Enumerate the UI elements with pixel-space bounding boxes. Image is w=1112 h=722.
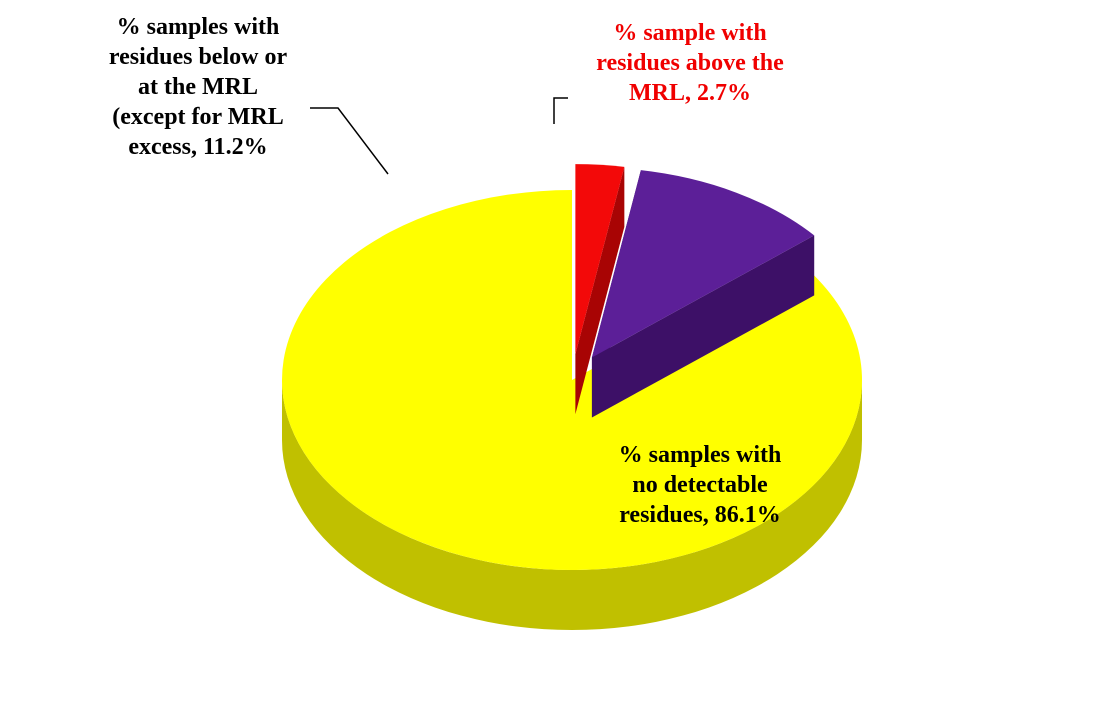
label-no-residues: % samples with no detectable residues, 8…: [585, 440, 815, 530]
label-above-mrl: % sample with residues above the MRL, 2.…: [560, 18, 820, 108]
pie-chart-stage: % sample with residues above the MRL, 2.…: [0, 0, 1112, 722]
label-below-or-at-mrl: % samples with residues below or at the …: [78, 12, 318, 162]
leader-below_or_at_mrl: [310, 108, 388, 174]
